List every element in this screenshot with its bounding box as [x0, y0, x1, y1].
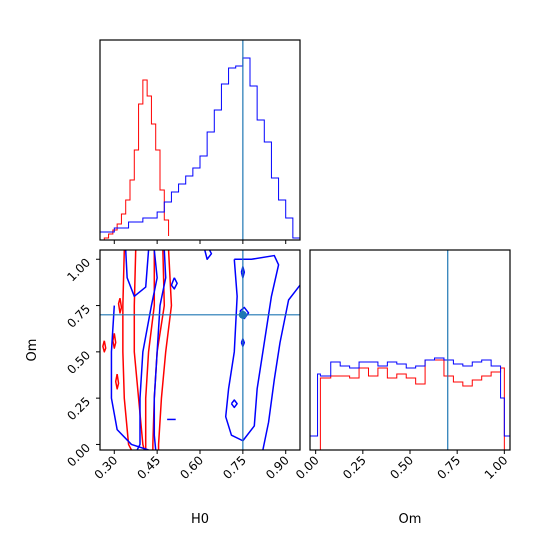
hist-series-1 — [99, 57, 301, 240]
hist-Om-xticklabel-4: 1.00 — [482, 453, 511, 482]
hist-H0-frame — [99, 39, 301, 241]
hist-Om-series — [309, 357, 511, 451]
contour-5 — [117, 297, 123, 314]
scatter-yticklabel-1: 0.25 — [64, 394, 93, 423]
scatter-xticklabel-2: 0.60 — [177, 453, 206, 482]
contour-17 — [203, 250, 213, 261]
contour-0 — [122, 250, 133, 450]
truth-point — [238, 310, 247, 319]
hist-series-0 — [100, 79, 170, 241]
scatter-xticklabel-4: 0.90 — [263, 453, 292, 482]
contour-7 — [114, 373, 120, 390]
contour-9 — [110, 305, 149, 450]
scatter-xticklabel-0: 0.30 — [92, 453, 121, 482]
hist-H0-panel — [99, 39, 301, 244]
scatter-y-ticks: 0.00 0.25 0.50 0.75 1.00 — [64, 255, 100, 469]
contour-10 — [124, 250, 150, 298]
hist-series-0 — [315, 359, 505, 451]
hist-H0-ticks — [113, 240, 287, 244]
hist-Om-frame — [309, 249, 511, 451]
contour-6 — [112, 333, 117, 349]
hist-Om-xticklabel-3: 0.75 — [434, 453, 463, 482]
hist-series-1 — [309, 357, 511, 450]
hist-Om-xticklabel-2: 0.50 — [387, 453, 416, 482]
contour-15 — [262, 284, 300, 450]
hist-Om-xticklabel-0: 0.00 — [293, 453, 322, 482]
contour-8 — [102, 340, 107, 353]
y-axis-label-Om: Om — [25, 339, 40, 362]
contour-12 — [153, 250, 167, 450]
x-axis-label-Om: Om — [399, 512, 422, 527]
hist-H0-series — [99, 57, 301, 241]
scatter-yticklabel-0: 0.00 — [64, 441, 93, 470]
scatter-yticklabel-2: 0.50 — [64, 348, 93, 377]
scatter-yticklabel-3: 0.75 — [64, 302, 93, 331]
contour-11 — [136, 250, 158, 450]
contour-2 — [144, 250, 156, 450]
scatter-xticklabel-1: 0.45 — [134, 453, 163, 482]
scatter-x-ticks: 0.30 0.45 0.60 0.75 0.90 — [92, 450, 292, 482]
scatter-yticklabel-4: 1.00 — [64, 255, 93, 284]
contour-14 — [224, 254, 280, 442]
scatter-frame — [99, 249, 301, 451]
contour-4 — [157, 250, 173, 450]
hist-Om-panel: 0.00 0.25 0.50 0.75 1.00 Om — [293, 249, 511, 527]
contour-13 — [170, 277, 178, 290]
x-axis-label-H0: H0 — [191, 512, 209, 527]
contour-16 — [230, 399, 238, 409]
scatter-H0-Om-panel: 0.30 0.45 0.60 0.75 0.90 0.00 0.25 0.50 0.75 1.0… — [25, 249, 301, 527]
hist-Om-ticks: 0.00 0.25 0.50 0.75 1.00 — [293, 450, 510, 482]
scatter-xticklabel-3: 0.75 — [220, 453, 249, 482]
hist-Om-xticklabel-1: 0.25 — [340, 453, 369, 482]
contour-lines — [102, 250, 300, 450]
